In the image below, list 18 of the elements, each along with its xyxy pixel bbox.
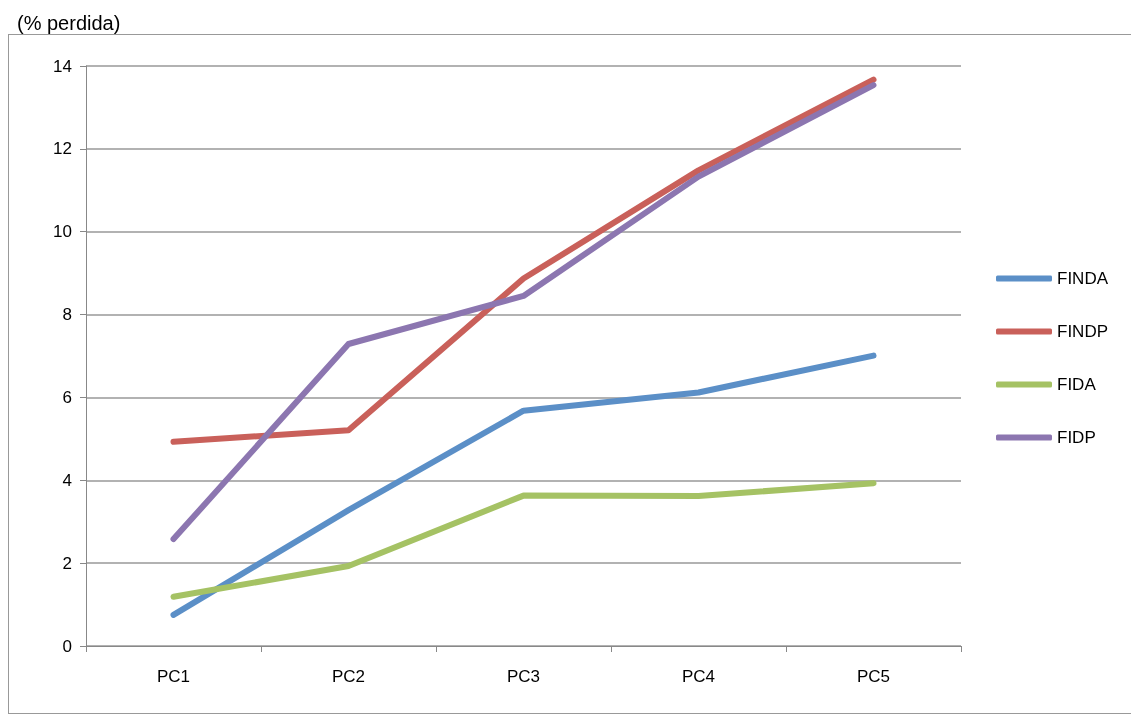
x-tick-label: PC3	[506, 667, 541, 686]
x-tick-label: PC1	[156, 667, 191, 686]
y-tick-label: 6	[62, 387, 72, 407]
y-tick-label: 4	[62, 470, 72, 490]
x-tick-label: PC2	[331, 667, 366, 686]
legend-label: FIDA	[1057, 375, 1097, 394]
legend-label: FINDP	[1057, 322, 1108, 341]
legend-label: FIDP	[1057, 428, 1096, 447]
legend-label: FINDA	[1057, 269, 1109, 288]
y-axis-title: (% perdida)	[17, 12, 121, 34]
y-tick-label: 2	[62, 553, 72, 573]
y-tick-label: 14	[53, 56, 72, 76]
y-tick-label: 8	[62, 305, 72, 325]
x-tick-label: PC4	[681, 667, 716, 686]
y-tick-label: 10	[53, 222, 72, 242]
y-tick-label: 12	[53, 139, 72, 159]
y-tick-label: 0	[62, 636, 72, 656]
x-tick-label: PC5	[856, 667, 891, 686]
